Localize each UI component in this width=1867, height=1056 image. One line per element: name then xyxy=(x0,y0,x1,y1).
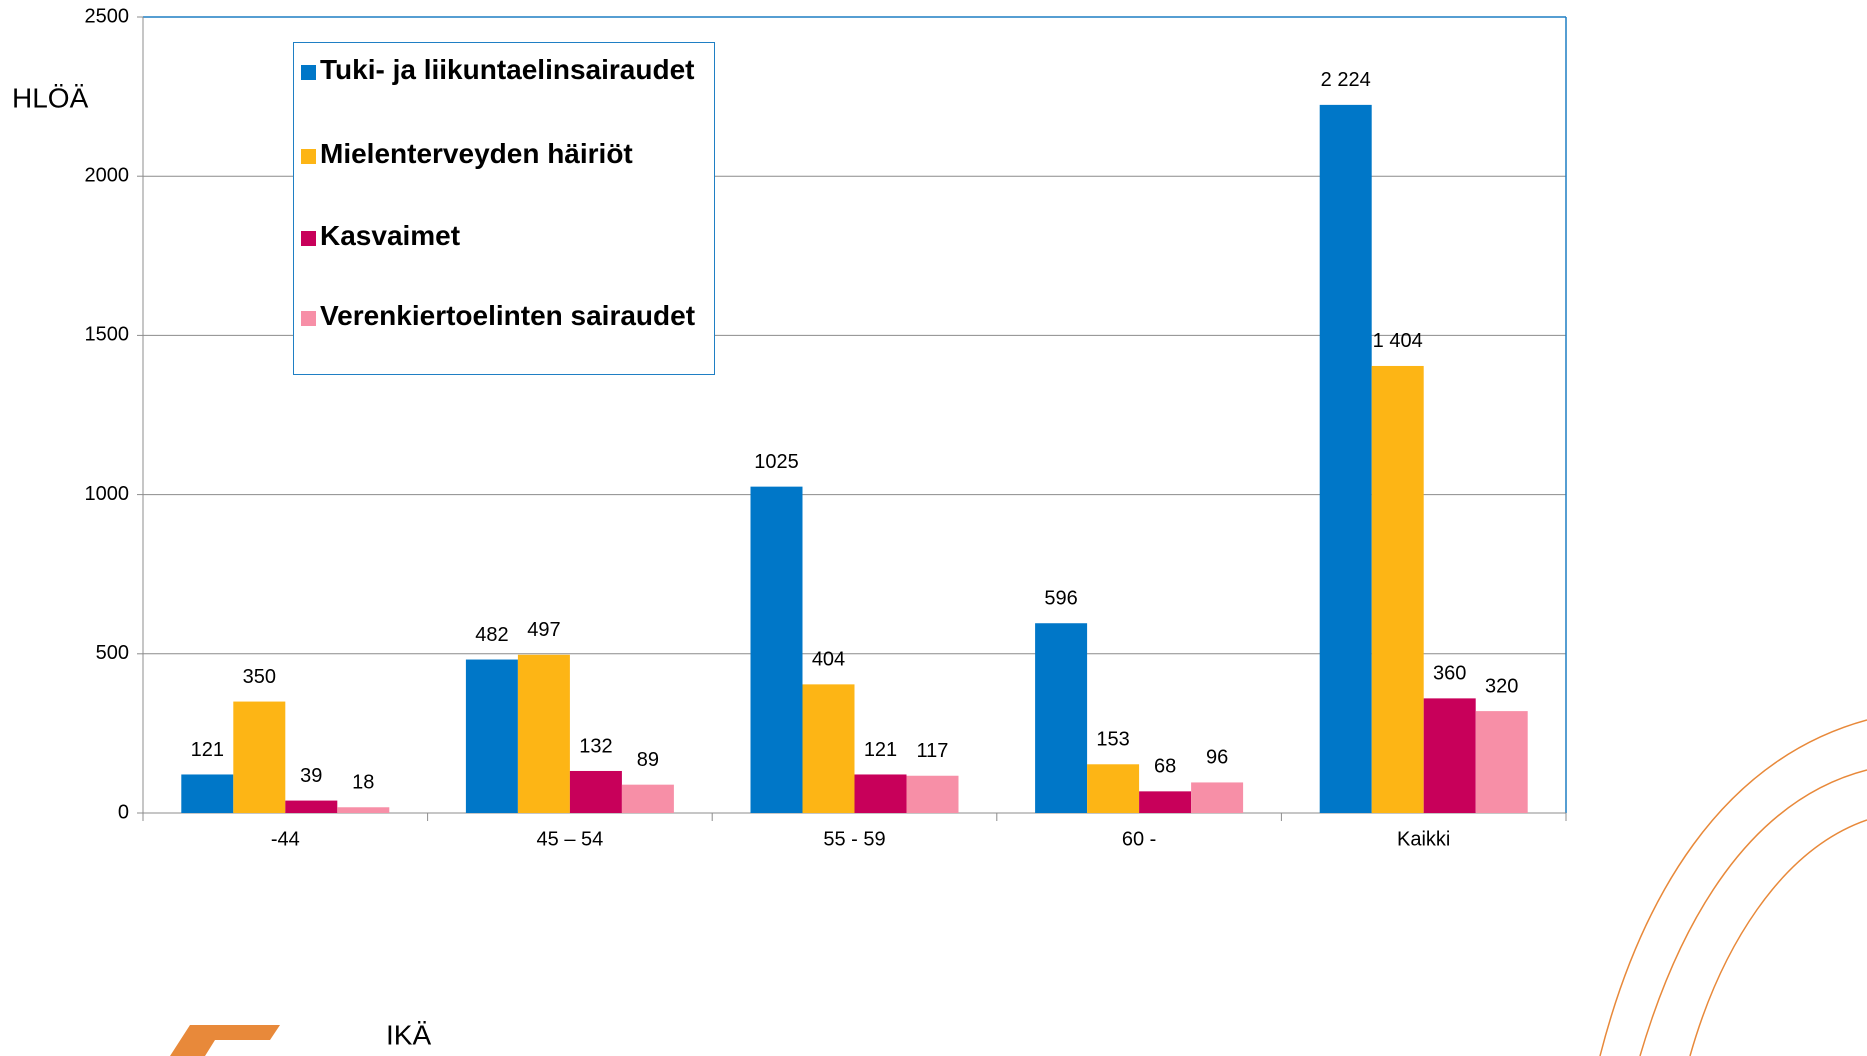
bar xyxy=(855,774,907,813)
legend-item: Tuki- ja liikuntaelinsairaudet xyxy=(320,53,700,87)
bar xyxy=(466,660,518,813)
bar xyxy=(907,776,959,813)
logo xyxy=(170,1025,280,1056)
legend-label: Tuki- ja liikuntaelinsairaudet xyxy=(320,54,694,85)
y-tick-label: 500 xyxy=(96,642,129,664)
bar xyxy=(1191,782,1243,813)
legend-item: Kasvaimet xyxy=(320,219,700,253)
chart: HLÖÄ IKÄ 0 500 1000 1500 2000 2500 -44 121 350 39… xyxy=(0,0,1867,1056)
value-label: 1025 xyxy=(754,451,799,473)
bar xyxy=(1139,791,1191,813)
value-label: 68 xyxy=(1154,756,1176,778)
bar xyxy=(570,771,622,813)
x-tick-label: Kaikki xyxy=(1397,828,1450,850)
bar xyxy=(751,487,803,813)
page: {"chart_data": {"type": "bar", "y_axis_l… xyxy=(0,0,1867,1056)
bar xyxy=(233,702,285,813)
legend-swatch xyxy=(301,65,316,80)
value-label: 482 xyxy=(475,624,508,646)
x-tick-label: 55 - 59 xyxy=(823,828,885,850)
value-label: 89 xyxy=(637,749,659,771)
legend-label: Kasvaimet xyxy=(320,220,460,251)
x-tick-label: 60 - xyxy=(1122,828,1156,850)
value-label: 596 xyxy=(1044,588,1077,610)
legend-swatch xyxy=(301,311,316,326)
x-axis-title: IKÄ xyxy=(386,1019,431,1050)
value-label: 18 xyxy=(352,772,374,794)
legend-swatch xyxy=(301,149,316,164)
value-label: 2 224 xyxy=(1321,69,1371,91)
y-tick-label: 1000 xyxy=(85,483,130,505)
bar xyxy=(1087,764,1139,813)
bar xyxy=(518,655,570,813)
legend: Tuki- ja liikuntaelinsairaudet Mielenterv… xyxy=(293,42,715,375)
value-label: 96 xyxy=(1206,747,1228,769)
y-tick-label: 2000 xyxy=(85,164,130,186)
bar xyxy=(803,684,855,813)
bar xyxy=(285,801,337,813)
legend-label: Verenkiertoelinten sairaudet xyxy=(320,300,695,331)
value-label: 404 xyxy=(812,649,845,671)
x-tick-label: -44 xyxy=(271,828,300,850)
value-label: 132 xyxy=(579,735,612,757)
legend-item: Mielenterveyden häiriöt xyxy=(320,137,700,171)
y-tick-label: 1500 xyxy=(85,324,130,346)
legend-swatch xyxy=(301,231,316,246)
bar xyxy=(1035,623,1087,813)
x-tick-label: 45 – 54 xyxy=(537,828,604,850)
value-label: 320 xyxy=(1485,675,1518,697)
bar xyxy=(181,774,233,813)
value-label: 497 xyxy=(527,619,560,641)
value-label: 360 xyxy=(1433,663,1466,685)
y-tick-label: 2500 xyxy=(85,5,130,27)
decoration xyxy=(1600,720,1867,1056)
bar xyxy=(622,785,674,813)
bar xyxy=(1372,366,1424,813)
legend-item: Verenkiertoelinten sairaudet xyxy=(320,299,700,333)
value-label: 153 xyxy=(1096,729,1129,751)
value-label: 350 xyxy=(243,666,276,688)
legend-label: Mielenterveyden häiriöt xyxy=(320,138,633,169)
bar xyxy=(1424,698,1476,813)
bar xyxy=(1320,105,1372,813)
y-axis-title: HLÖÄ xyxy=(12,82,89,113)
value-label: 121 xyxy=(864,739,897,761)
y-tick-label: 0 xyxy=(118,801,129,823)
value-label: 39 xyxy=(300,765,322,787)
value-label: 1 404 xyxy=(1373,330,1423,352)
bar xyxy=(1476,711,1528,813)
value-label: 121 xyxy=(191,739,224,761)
bar xyxy=(337,807,389,813)
value-label: 117 xyxy=(917,740,949,762)
